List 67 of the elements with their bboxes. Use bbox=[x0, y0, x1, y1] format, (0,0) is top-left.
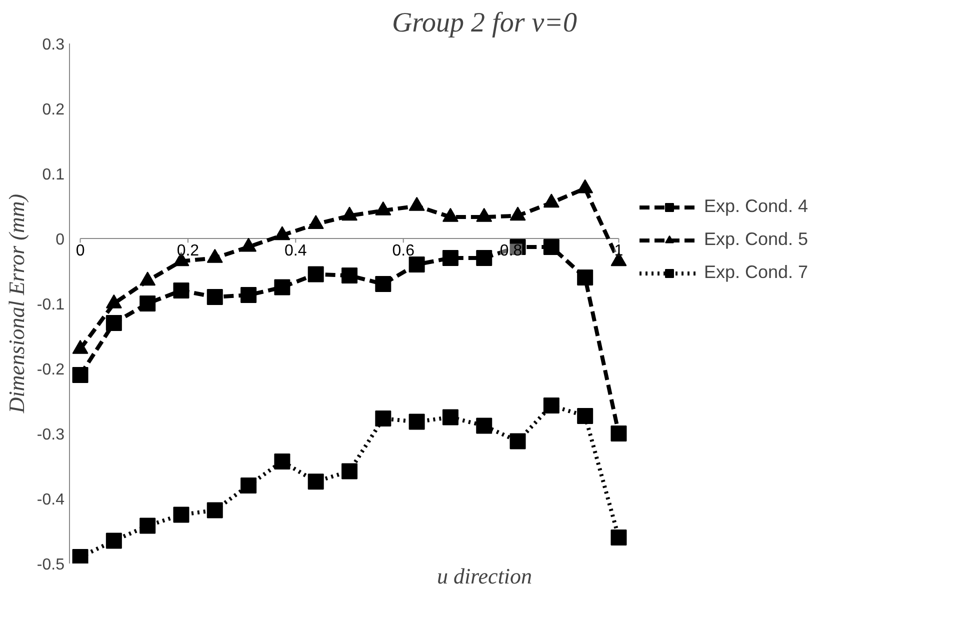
point bbox=[274, 279, 290, 296]
point bbox=[240, 287, 257, 304]
y-axis-title: Dimensional Error (mm) bbox=[4, 194, 29, 414]
x-tick-label: 0.4 bbox=[284, 242, 307, 260]
point bbox=[140, 272, 156, 286]
y-tick-label: -0.5 bbox=[36, 556, 65, 574]
point bbox=[173, 506, 190, 523]
point bbox=[442, 250, 458, 266]
point bbox=[577, 408, 594, 424]
x-tick-label: 1 bbox=[614, 242, 624, 260]
point bbox=[240, 478, 257, 494]
y-tick-label: 0 bbox=[56, 232, 65, 248]
y-tick-label: 0.3 bbox=[42, 36, 65, 54]
legend-label: Exp. Cond. 4 bbox=[704, 196, 808, 217]
point bbox=[476, 418, 492, 434]
legend-label: Exp. Cond. 7 bbox=[704, 262, 808, 283]
point bbox=[106, 294, 122, 308]
point bbox=[408, 256, 425, 272]
point bbox=[140, 296, 156, 312]
point bbox=[240, 238, 257, 252]
point bbox=[308, 215, 324, 230]
point bbox=[274, 453, 290, 470]
point bbox=[543, 398, 560, 414]
legend-label: Exp. Cond. 5 bbox=[704, 229, 808, 250]
point bbox=[408, 414, 425, 430]
point bbox=[274, 226, 290, 240]
point bbox=[173, 282, 190, 298]
chart-title: Group 2 for v=0 bbox=[392, 8, 578, 38]
y-tick-label: -0.4 bbox=[36, 492, 65, 508]
point bbox=[408, 196, 425, 211]
point bbox=[510, 433, 526, 450]
point bbox=[476, 250, 492, 266]
point bbox=[308, 474, 324, 490]
point bbox=[140, 518, 156, 534]
point bbox=[476, 208, 492, 222]
point bbox=[206, 502, 223, 518]
point bbox=[375, 201, 392, 216]
point bbox=[342, 463, 358, 480]
point bbox=[375, 276, 392, 292]
x-axis-title: u direction bbox=[436, 564, 532, 588]
y-tick-label: -0.1 bbox=[36, 296, 65, 314]
x-tick-label: 0 bbox=[76, 242, 85, 260]
point bbox=[543, 238, 560, 255]
point bbox=[577, 179, 594, 194]
point bbox=[308, 266, 324, 282]
y-tick-label: -0.3 bbox=[36, 426, 65, 444]
point bbox=[106, 532, 122, 549]
point bbox=[342, 268, 358, 284]
point bbox=[577, 270, 594, 286]
point bbox=[206, 248, 223, 263]
point bbox=[610, 530, 627, 546]
point bbox=[510, 206, 526, 221]
y-tick-label: 0.2 bbox=[42, 102, 65, 118]
point bbox=[543, 194, 560, 208]
point bbox=[206, 289, 223, 305]
point bbox=[442, 208, 458, 222]
y-tick-label: -0.2 bbox=[36, 362, 65, 378]
point bbox=[375, 410, 392, 427]
y-tick-label: 0.1 bbox=[42, 166, 65, 184]
x-tick-label: 0.2 bbox=[176, 242, 200, 260]
x-tick-label: 0.6 bbox=[392, 242, 415, 260]
point bbox=[342, 206, 358, 221]
point bbox=[442, 409, 458, 426]
point bbox=[72, 549, 88, 564]
point bbox=[610, 426, 627, 442]
point bbox=[72, 367, 88, 383]
point bbox=[106, 315, 122, 331]
